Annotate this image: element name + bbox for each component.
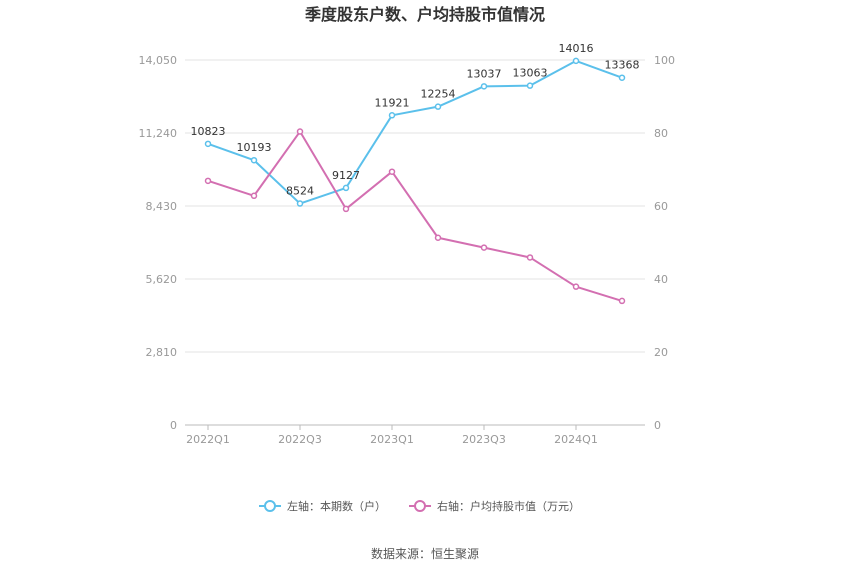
data-point-left[interactable]: [296, 200, 304, 207]
left-axis-tick-label: 5,620: [146, 273, 178, 286]
left-axis-tick-label: 2,810: [146, 346, 178, 359]
legend-label[interactable]: 右轴：户均持股市值（万元）: [437, 499, 580, 513]
legend-marker[interactable]: [264, 500, 276, 512]
right-axis-tick-label: 40: [654, 273, 668, 286]
legend-marker[interactable]: [414, 500, 426, 512]
data-label: 12254: [421, 88, 456, 101]
data-point-right[interactable]: [250, 192, 258, 200]
x-axis-tick-label: 2022Q3: [278, 433, 322, 446]
right-axis-tick-label: 0: [654, 419, 661, 432]
data-point-right[interactable]: [204, 177, 212, 185]
data-point-left[interactable]: [388, 112, 396, 119]
right-axis-tick-label: 60: [654, 200, 668, 213]
data-label: 13063: [513, 67, 548, 80]
x-axis-tick-label: 2023Q3: [462, 433, 506, 446]
data-point-left[interactable]: [618, 74, 626, 81]
data-point-right[interactable]: [296, 128, 304, 135]
data-label: 10823: [191, 125, 226, 138]
data-point-left[interactable]: [342, 184, 350, 192]
series-layer: [204, 57, 626, 305]
data-point-right[interactable]: [572, 283, 580, 290]
legend-label[interactable]: 左轴：本期数（户）: [287, 499, 386, 513]
left-axis-tick-label: 8,430: [146, 200, 178, 213]
data-point-left[interactable]: [434, 103, 442, 110]
data-label: 10193: [237, 141, 272, 154]
x-axis-tick-label: 2023Q1: [370, 433, 414, 446]
legend[interactable]: 左轴：本期数（户） 右轴：户均持股市值（万元）: [259, 499, 580, 513]
data-point-right[interactable]: [480, 244, 488, 251]
data-labels: 10823 10193 8524 9127 11921 12254 13037 13063 14…: [191, 42, 640, 198]
right-axis-tick-label: 80: [654, 127, 668, 140]
right-axis-tick-label: 100: [654, 54, 675, 67]
data-point-left[interactable]: [572, 57, 580, 65]
data-label: 8524: [286, 185, 314, 198]
left-axis-tick-label: 14,050: [139, 54, 178, 67]
data-label: 13368: [605, 59, 640, 72]
source-note: 数据来源：恒生聚源: [371, 546, 479, 561]
series-line-left: [207, 59, 623, 205]
right-axis-tick-label: 20: [654, 346, 668, 359]
data-point-left[interactable]: [480, 83, 488, 90]
chart-title: 季度股东户数、户均持股市值情况: [304, 5, 545, 24]
data-point-left[interactable]: [526, 82, 534, 89]
data-point-right[interactable]: [388, 168, 396, 175]
left-axis-tick-label: 0: [170, 419, 177, 432]
data-point-right[interactable]: [342, 205, 350, 213]
data-label: 13037: [467, 67, 502, 80]
data-label: 11921: [375, 96, 410, 109]
data-point-right[interactable]: [526, 254, 534, 261]
data-point-right[interactable]: [434, 234, 442, 242]
data-point-right[interactable]: [618, 297, 626, 305]
axes: 0 0 2,810 20 5,620 40 8,430 60 11,240 80 14,050 100…: [139, 54, 676, 446]
x-axis-tick-label: 2024Q1: [554, 433, 598, 446]
x-axis-tick-label: 2022Q1: [186, 433, 230, 446]
data-point-left[interactable]: [204, 140, 212, 148]
data-label: 14016: [559, 42, 594, 55]
data-point-left[interactable]: [250, 156, 258, 164]
left-axis-tick-label: 11,240: [139, 127, 178, 140]
data-label: 9127: [332, 169, 360, 182]
series-line-right: [207, 130, 623, 302]
